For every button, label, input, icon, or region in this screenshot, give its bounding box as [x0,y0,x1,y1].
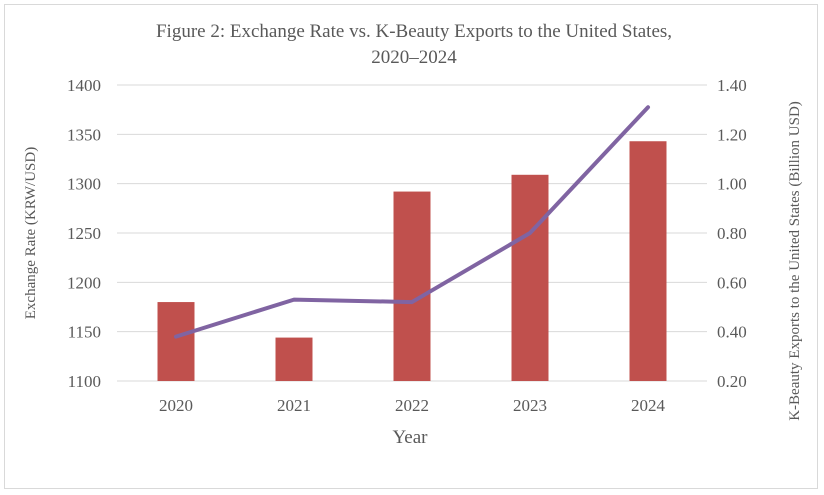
left-tick-label: 1400 [67,76,101,95]
right-tick-label: 0.20 [717,372,747,391]
right-tick-label: 0.80 [717,224,747,243]
bar [511,174,549,381]
right-tick-label: 1.40 [717,76,747,95]
chart-svg: Figure 2: Exchange Rate vs. K-Beauty Exp… [23,21,803,448]
left-tick-label: 1150 [68,323,101,342]
line-series [174,105,650,339]
bar [157,302,195,381]
chart-title-line1: Figure 2: Exchange Rate vs. K-Beauty Exp… [156,21,672,42]
x-tick-label: 2020 [159,396,193,415]
bar-series [157,141,667,381]
x-tick-label: 2024 [631,396,666,415]
bar [275,337,313,381]
left-tick-label: 1100 [68,372,101,391]
right-tick-label: 1.00 [717,175,747,194]
right-tick-label: 0.60 [717,273,747,292]
right-axis-label: K-Beauty Exports to the United States (B… [787,101,803,421]
left-axis-label: Exchange Rate (KRW/USD) [23,147,39,319]
left-tick-label: 1250 [67,224,101,243]
left-tick-label: 1300 [67,175,101,194]
x-tick-label: 2023 [513,396,547,415]
x-tick-label: 2022 [395,396,429,415]
right-axis-ticks: 0.20 0.40 0.60 0.80 1.00 1.20 1.40 [717,76,747,391]
bar [629,141,667,381]
chart-frame: Figure 2: Exchange Rate vs. K-Beauty Exp… [4,4,818,489]
right-tick-label: 1.20 [717,125,747,144]
bar [393,191,431,381]
left-tick-label: 1350 [67,125,101,144]
x-axis-label: Year [392,427,428,448]
x-tick-label: 2021 [277,396,311,415]
x-axis-ticks: 2020 2021 2022 2023 2024 [159,396,666,415]
right-tick-label: 0.40 [717,323,747,342]
left-axis-ticks: 1100 1150 1200 1250 1300 1350 1400 [67,76,101,391]
chart-title-line2: 2020–2024 [371,47,457,68]
left-tick-label: 1200 [67,273,101,292]
